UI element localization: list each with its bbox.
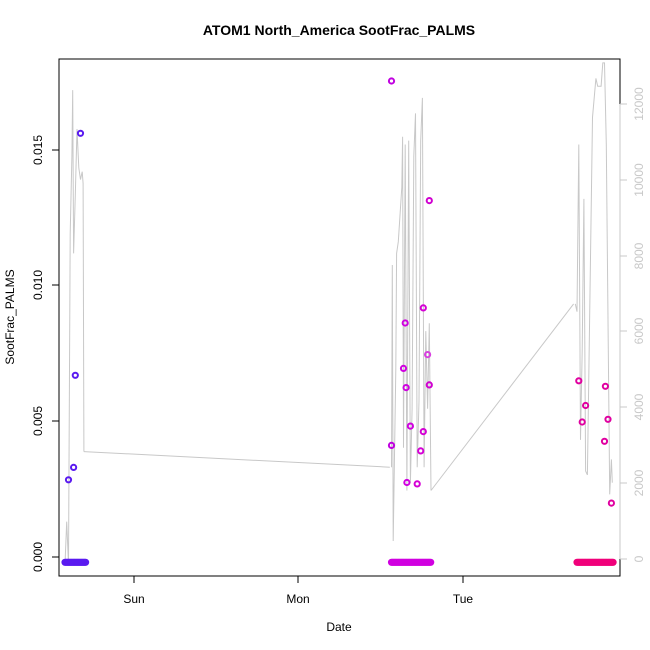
x-axis: Sun Mon Tue [123, 575, 474, 606]
y-tick-label: 0.015 [31, 135, 45, 165]
line-series-path [391, 97, 432, 542]
y-right-tick-label: 4000 [632, 393, 646, 420]
plot-frame [58, 58, 621, 577]
y-axis-label: SootFrac_PALMS [3, 269, 17, 364]
data-point [601, 382, 610, 390]
line-series-path [64, 90, 85, 565]
y-right-tick-label: 0 [632, 555, 646, 562]
data-point [76, 129, 85, 137]
y-right-tick-label: 10000 [632, 163, 646, 197]
y-tick-label: 0.010 [31, 270, 45, 300]
y-tick-label: 0.000 [31, 542, 45, 572]
data-point [64, 476, 73, 484]
data-point [607, 499, 616, 507]
y-axis-right: 0 2000 4000 6000 8000 10000 12000 [619, 87, 646, 562]
line-series-path [574, 62, 613, 495]
data-point [401, 319, 409, 327]
data-point [417, 447, 425, 455]
data-point [413, 480, 421, 488]
zero-point-runs [61, 558, 617, 566]
x-tick-label: Sun [123, 592, 144, 606]
y-tick-label: 0.005 [31, 406, 45, 436]
data-point [604, 415, 612, 423]
line-series-connector [430, 303, 574, 491]
data-point [419, 304, 427, 312]
scatter-points [64, 77, 616, 507]
data-point [399, 364, 408, 372]
chart-title: ATOM1 North_America SootFrac_PALMS [203, 22, 475, 38]
data-point [582, 401, 590, 410]
data-point [424, 351, 432, 359]
y-axis-left: 0.000 0.005 0.010 0.015 [31, 135, 60, 572]
data-point [70, 463, 78, 471]
data-point [578, 418, 586, 426]
zero-point [427, 558, 435, 566]
data-point [600, 437, 609, 445]
zero-point [82, 558, 90, 566]
data-point [387, 77, 396, 85]
x-axis-label: Date [326, 620, 352, 634]
line-series [64, 62, 613, 565]
y-right-tick-label: 8000 [632, 242, 646, 269]
x-tick-label: Tue [453, 592, 474, 606]
data-point [387, 441, 396, 449]
y-right-tick-label: 12000 [632, 87, 646, 121]
line-series-connector [83, 451, 390, 468]
data-point [403, 478, 411, 487]
zero-point [609, 558, 617, 566]
data-point [71, 371, 79, 379]
y-right-tick-label: 6000 [632, 317, 646, 344]
data-point [419, 428, 427, 436]
data-point [575, 377, 583, 385]
data-point [402, 384, 410, 392]
data-point [406, 422, 414, 430]
data-point [425, 197, 433, 205]
plot-area [58, 58, 621, 577]
data-point [425, 381, 433, 389]
y-right-tick-label: 2000 [632, 469, 646, 496]
x-tick-label: Mon [286, 592, 309, 606]
